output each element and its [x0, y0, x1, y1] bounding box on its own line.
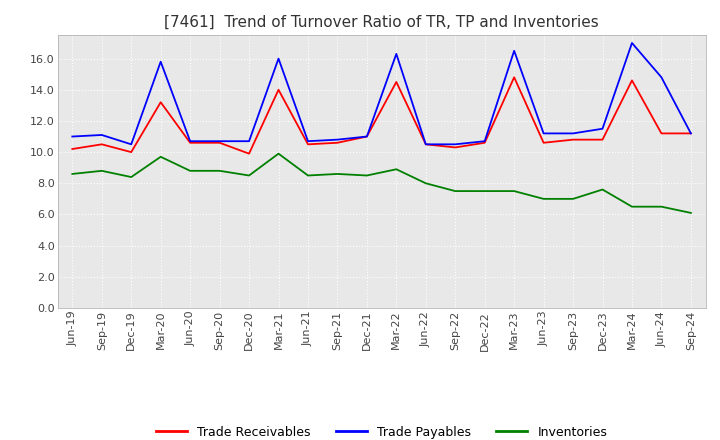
- Legend: Trade Receivables, Trade Payables, Inventories: Trade Receivables, Trade Payables, Inven…: [151, 421, 612, 440]
- Title: [7461]  Trend of Turnover Ratio of TR, TP and Inventories: [7461] Trend of Turnover Ratio of TR, TP…: [164, 15, 599, 30]
